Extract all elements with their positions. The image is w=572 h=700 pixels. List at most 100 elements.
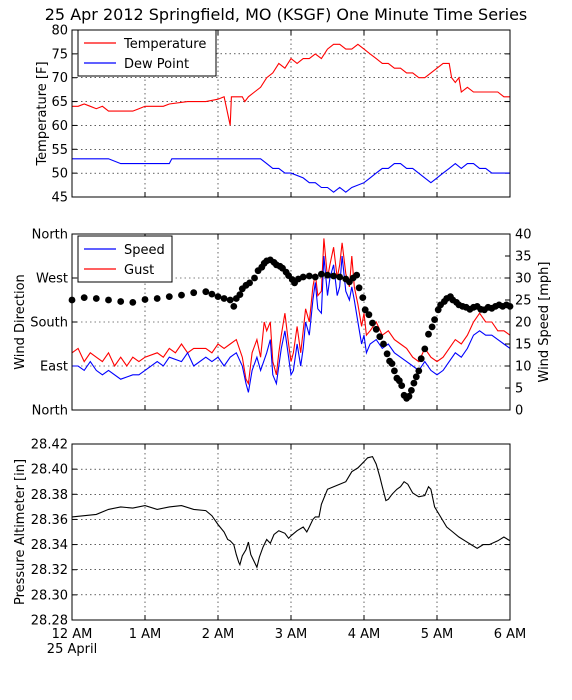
y2-tick-label: 40	[515, 228, 532, 243]
y-axis-label: Pressure Altimeter [in]	[13, 459, 28, 605]
direction-point	[431, 316, 438, 323]
y-tick-label: 28.30	[31, 588, 68, 603]
y2-tick-label: 25	[515, 294, 532, 309]
y-tick-label: 28.38	[31, 488, 68, 503]
direction-point	[129, 299, 137, 306]
y-tick-label: 60	[51, 119, 68, 134]
y-tick-label: 50	[51, 167, 68, 182]
y-tick-label: 28.34	[31, 538, 68, 553]
direction-point	[305, 272, 313, 280]
direction-point	[165, 293, 173, 300]
direction-point	[80, 294, 88, 301]
direction-point	[380, 340, 387, 348]
y2-tick-label: 30	[515, 272, 532, 287]
direction-point	[412, 373, 420, 381]
series-line-gust	[71, 238, 511, 386]
legend-label: Speed	[124, 243, 165, 258]
y-tick-label: 28.36	[31, 513, 68, 528]
legend-box	[77, 235, 173, 283]
direction-point	[415, 367, 423, 375]
direction-point	[318, 270, 325, 278]
series-line-dew-point	[72, 158, 510, 193]
plot-frame	[71, 29, 511, 198]
y2-tick-label: 15	[515, 338, 532, 353]
direction-point	[398, 382, 406, 389]
y-axis-label: Wind Direction	[13, 274, 28, 370]
direction-point	[421, 345, 429, 353]
direction-point	[220, 295, 228, 302]
direction-point	[230, 303, 238, 310]
legend-label: Dew Point	[124, 57, 189, 72]
direction-point	[324, 271, 331, 279]
direction-point	[388, 360, 396, 367]
direction-point	[417, 355, 425, 363]
y-tick-label: South	[30, 316, 68, 331]
direction-point	[391, 367, 398, 375]
temperature-panel: 45 50 55 60 65 70 75 80 Temperature Dew Point Temp…	[35, 24, 511, 206]
plot-frame	[71, 443, 511, 621]
x-tick-label: 4 AM	[348, 627, 381, 642]
series-line-speed	[72, 255, 511, 393]
y2-tick-label: 35	[515, 250, 532, 265]
direction-point	[355, 284, 363, 292]
wind-panel: North East South West North 0 5 10 15 20 25 30 35 40 S…	[13, 228, 552, 419]
y2-tick-label: 20	[515, 316, 532, 331]
y-tick-label: 80	[51, 24, 68, 39]
direction-point	[408, 387, 415, 394]
direction-point	[383, 350, 391, 358]
x-tick-label: 2 AM	[202, 627, 235, 642]
direction-point	[369, 319, 376, 327]
x-tick-label: 1 AM	[129, 627, 162, 642]
direction-point	[330, 272, 337, 280]
y-axis-label: Temperature [F]	[35, 61, 50, 166]
y2-tick-label: 5	[515, 382, 523, 397]
direction-point	[153, 295, 161, 302]
x-tick-label: 5 AM	[421, 627, 454, 642]
direction-point	[246, 279, 254, 287]
direction-point	[190, 289, 198, 297]
legend-box	[77, 29, 217, 77]
y-tick-label: 55	[51, 143, 68, 158]
legend-label: Temperature	[123, 37, 206, 52]
y-tick-label: 70	[51, 71, 68, 86]
x-tick-label: 3 AM	[275, 627, 308, 642]
direction-point	[428, 323, 436, 331]
y-tick-label: 45	[51, 191, 68, 206]
legend-label: Gust	[124, 263, 154, 278]
y-tick-label: 28.42	[31, 438, 68, 453]
x-tick-label: 6 AM	[494, 627, 527, 642]
direction-point	[376, 333, 384, 341]
direction-point	[299, 273, 307, 281]
direction-point	[117, 298, 125, 305]
direction-point	[425, 330, 432, 338]
direction-point	[226, 296, 234, 304]
y-tick-label: 28.40	[31, 463, 68, 478]
figure-title: 25 Apr 2012 Springfield, MO (KSGF) One M…	[45, 5, 528, 24]
y-tick-label: North	[32, 228, 68, 243]
y2-axis-label: Wind Speed [mph]	[537, 262, 552, 383]
y2-tick-label: 0	[515, 404, 523, 419]
direction-point	[214, 293, 222, 300]
direction-point	[178, 291, 185, 299]
direction-point	[336, 273, 344, 281]
direction-point	[92, 295, 100, 302]
direction-point	[141, 296, 149, 303]
y-tick-label: 65	[51, 95, 68, 110]
direction-point	[353, 271, 361, 279]
plot-frame	[71, 233, 511, 411]
direction-point	[236, 291, 244, 298]
y-tick-label: 28.32	[31, 563, 68, 578]
x-tick-sublabel: 25 April	[47, 642, 97, 657]
series-line-temperature	[72, 43, 510, 126]
direction-point	[311, 273, 319, 281]
pressure-panel: 28.28 28.30 28.32 28.34 28.36 28.38 28.40 28.42…	[13, 438, 526, 658]
x-tick-label: 12 AM	[52, 627, 93, 642]
direction-point	[410, 379, 418, 387]
direction-point	[105, 296, 112, 304]
series-line-altimeter	[71, 455, 511, 569]
direction-point	[208, 290, 216, 298]
direction-point	[202, 288, 210, 296]
y-tick-label: West	[36, 272, 68, 287]
direction-point	[372, 325, 380, 333]
